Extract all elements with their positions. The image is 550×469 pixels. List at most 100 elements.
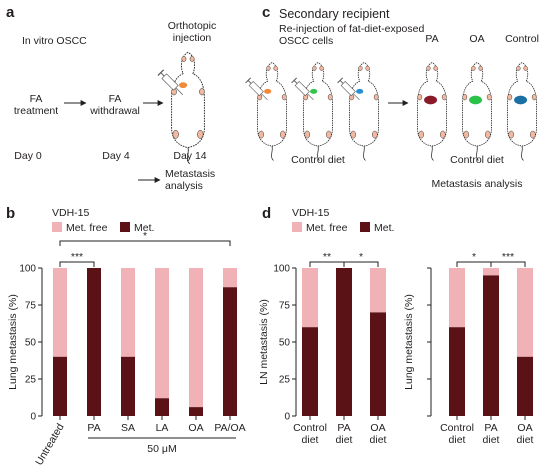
mouse-recipient-oa [291,62,333,161]
chart-d1-bar-met-free [370,268,386,313]
chart-b-xtick-label: PA [87,422,100,434]
chart-d1-bar-met-free [302,268,318,328]
chart-b-bar-met-free [155,268,169,399]
chart-b-ylabel: Lung metastasis (%) [7,294,19,390]
legend-d-met-free-label: Met. free [306,222,348,234]
legend-d-met-free-swatch [292,222,302,232]
chart-d1-ytick-label: 75 [279,301,291,312]
day14-label: Day 14 [173,150,206,162]
chart-b-sig-bracket [59,261,95,267]
chart-b-bar-met-free [121,268,135,357]
chart-d1-xtick-label: OA [370,422,385,434]
chart-d2-xtick-label: diet [517,434,534,446]
chart-b-sig-label: * [143,230,147,242]
chart-b-sig-bracket [59,240,231,246]
chart-d1-bar-met [370,312,386,416]
chart-d2-sig-label: *** [502,251,514,263]
step-orthotopic-line1: Orthotopic [168,20,216,32]
chart-d2-bar-met [483,275,499,416]
panel-c: c Secondary recipient Re-injection of fa… [245,4,539,190]
chart-d2-bar-met-free [483,268,499,276]
chart-b-ytick-label: 25 [25,375,37,386]
panel-b: b VDH-15 Met. free Met. 0 25 50 75 100 Lung m… [6,205,246,467]
chart-d2-xtick-label: Control [440,422,474,434]
panel-c-subtitle-line2: OSCC cells [279,35,333,47]
day0-label: Day 0 [14,150,42,162]
chart-b-xtick-label: PA/OA [214,422,245,434]
chart-d2-ylabel: Lung metastasis (%) [403,294,415,390]
chart-d1-sig-bracket [343,261,379,267]
chart-b-ytick-label: 100 [19,264,36,275]
mouse-outcome-control [507,62,537,161]
chart-d-legend: Met. free Met. [292,222,394,234]
legend-b-met-free-label: Met. free [66,222,108,234]
panel-b-letter: b [6,205,15,222]
mouse-recipient-control [337,62,379,161]
chart-d2-sig-bracket [490,261,526,267]
chart-d1-sig-label: * [359,251,363,263]
chart-d2-xtick-label: diet [449,434,466,446]
chart-d-subtitle: VDH-15 [292,207,330,219]
panel-c-subtitle-line1: Re-injection of fat-diet-exposed [279,23,424,35]
legend-b-met-label: Met. [134,222,154,234]
chart-b-group-label: 50 μM [147,443,176,455]
mouse-illustration-a [157,51,205,165]
chart-d1-ytick-label: 0 [284,412,290,423]
chart-b-legend: Met. free Met. [52,222,154,234]
chart-b-sig-label: *** [71,251,83,263]
chart-b-xtick-label: LA [156,422,169,434]
chart-d1-xtick-label: diet [302,434,319,446]
chart-d2-bar-met-free [449,268,465,328]
chart-b-xtick-label: OA [188,422,203,434]
chart-d2-xtick-label: PA [484,422,497,434]
mouse-outcome-oa [462,62,492,161]
chart-b-bar-met-free [189,268,203,408]
group-label-oa: OA [469,33,484,45]
metastasis-pa [424,95,438,105]
chart-b-bar-met-free [53,268,67,357]
panel-c-left-caption: Control diet [291,154,345,166]
metastasis-control [514,95,528,105]
legend-d-met-swatch [360,222,370,232]
chart-b-bar-met [53,356,67,416]
step-orthotopic-line2: injection [173,32,212,44]
day4-label: Day 4 [102,150,130,162]
legend-b-met-free-swatch [52,222,62,232]
chart-b-xtick-label: Untreated [33,421,67,467]
chart-d1-xtick-label: PA [337,422,350,434]
panel-a-title: In vitro OSCC [22,35,87,47]
outcome-line1: Metastasis [165,168,215,180]
chart-b-bar-met [121,356,135,416]
chart-d1-ytick-label: 100 [273,264,290,275]
chart-d1-xtick-label: diet [370,434,387,446]
chart-b-bar-met-free [223,268,237,288]
panel-a: a In vitro OSCC FA treatment FA withdraw… [6,4,216,192]
chart-b-xtick-label: SA [121,422,135,434]
chart-d-lung-plot: Lung metastasis (%)ControldietPAdietOAdi… [403,251,534,446]
chart-d1-sig-label: ** [323,251,331,263]
step-fa-treatment-line1: FA [30,93,43,105]
panel-c-right-caption: Control diet [450,154,504,166]
chart-d1-xtick-label: Control [293,422,327,434]
chart-b-ytick-label: 0 [30,412,36,423]
panel-c-outcome: Metastasis analysis [431,178,522,190]
chart-b-ytick-label: 50 [25,338,37,349]
chart-d2-xtick-label: diet [483,434,500,446]
outcome-line2: analysis [165,180,203,192]
panel-c-title: Secondary recipient [279,7,390,21]
mouse-outcome-pa [417,62,447,161]
chart-b-subtitle: VDH-15 [52,207,90,219]
chart-d2-sig-label: * [472,251,476,263]
panel-d-letter: d [262,205,271,222]
step-fa-withdrawal-line2: withdrawal [89,105,140,117]
metastasis-oa [469,95,483,105]
chart-d1-ylabel: LN metastasis (%) [258,299,270,385]
chart-d2-bar-met-free [517,268,533,357]
chart-b-bar-met [87,268,101,416]
chart-d1-bar-met [336,268,352,416]
chart-d1-ytick-label: 50 [279,338,291,349]
mouse-recipient-pa [245,62,287,161]
step-fa-withdrawal-line1: FA [109,93,122,105]
